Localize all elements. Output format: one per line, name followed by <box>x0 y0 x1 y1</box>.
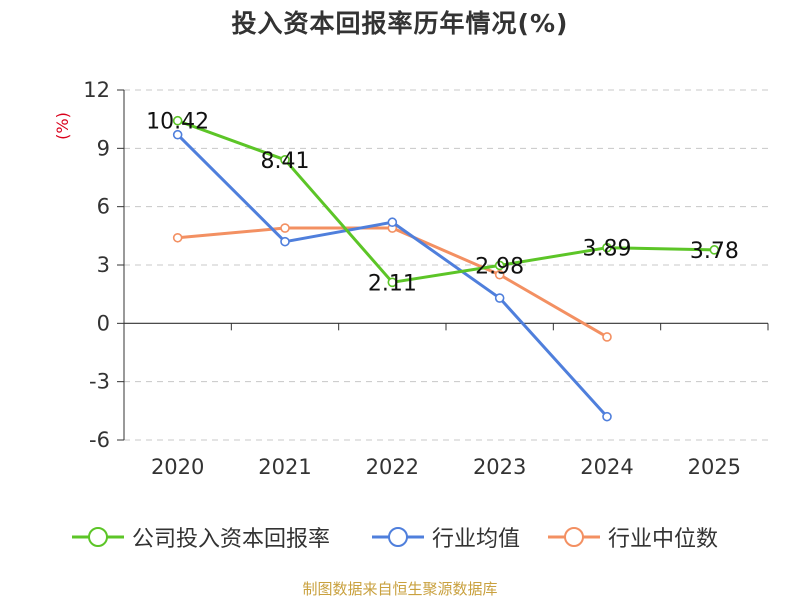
data-point <box>172 129 183 140</box>
x-tick-label: 2021 <box>258 455 311 479</box>
data-point <box>602 411 612 422</box>
x-tick-label: 2020 <box>151 455 204 479</box>
x-tick-label: 2024 <box>580 455 633 479</box>
legend-marker <box>388 527 408 547</box>
chart-title: 投入资本回报率历年情况(%) <box>231 9 569 38</box>
grid-lines <box>124 89 768 441</box>
y-tick-label: 6 <box>97 195 110 219</box>
legend-item-company[interactable]: 公司投入资本回报率 <box>72 518 330 556</box>
legend-swatch-industry-avg <box>372 527 424 547</box>
data-label: 8.41 <box>261 149 310 174</box>
y-tick-label: -3 <box>89 370 110 394</box>
data-point <box>494 260 505 271</box>
y-tick-label: 3 <box>97 253 110 277</box>
data-label: 2.11 <box>368 271 417 296</box>
legend-item-industry-median[interactable]: 行业中位数 <box>548 518 718 556</box>
data-point <box>602 242 612 253</box>
legend-swatch-company <box>72 527 124 547</box>
y-tick-label: 12 <box>83 78 110 102</box>
y-tick-label: 9 <box>97 136 110 160</box>
data-point <box>387 217 398 228</box>
y-tick-label: -6 <box>89 428 110 452</box>
data-point <box>709 245 720 255</box>
x-tick-label: 2023 <box>473 455 526 479</box>
series-line <box>177 119 715 284</box>
data-point <box>172 115 183 126</box>
data-label: 10.42 <box>146 110 209 135</box>
data-point <box>280 223 290 233</box>
legend-marker <box>564 527 584 547</box>
legend-swatch-industry-median <box>548 527 600 547</box>
data-point <box>602 332 612 342</box>
data-point <box>280 236 290 247</box>
data-point <box>494 293 505 303</box>
data-point <box>494 269 505 280</box>
legend-marker <box>88 527 108 547</box>
legend-label-company: 公司投入资本回报率 <box>132 527 331 552</box>
series-lines <box>172 115 720 422</box>
source-note: 制图数据来自恒生聚源数据库 <box>302 580 498 598</box>
legend-label-industry-avg: 行业均值 <box>432 527 521 552</box>
data-point <box>172 232 183 243</box>
data-point <box>387 277 398 288</box>
data-label: 2.98 <box>475 254 524 279</box>
legend: 公司投入资本回报率 行业均值 行业中位数 <box>0 518 800 556</box>
data-label: 3.89 <box>583 237 632 262</box>
y-axis-unit-label: (%) <box>53 112 72 140</box>
x-tick-label: 2025 <box>688 455 741 479</box>
data-point <box>280 155 290 165</box>
y-tick-label: 0 <box>97 311 110 335</box>
legend-item-industry-avg[interactable]: 行业均值 <box>372 518 520 556</box>
legend-label-industry-median: 行业中位数 <box>608 527 719 552</box>
axes: 12 9 6 3 0 -3 -6 (%) 2020 2021 2022 2023 2024 2025 <box>53 78 769 479</box>
x-tick-label: 2022 <box>366 455 419 479</box>
data-label: 3.78 <box>690 239 739 264</box>
data-labels: 10.42 8.41 2.11 2.98 3.89 3.78 <box>146 110 739 297</box>
